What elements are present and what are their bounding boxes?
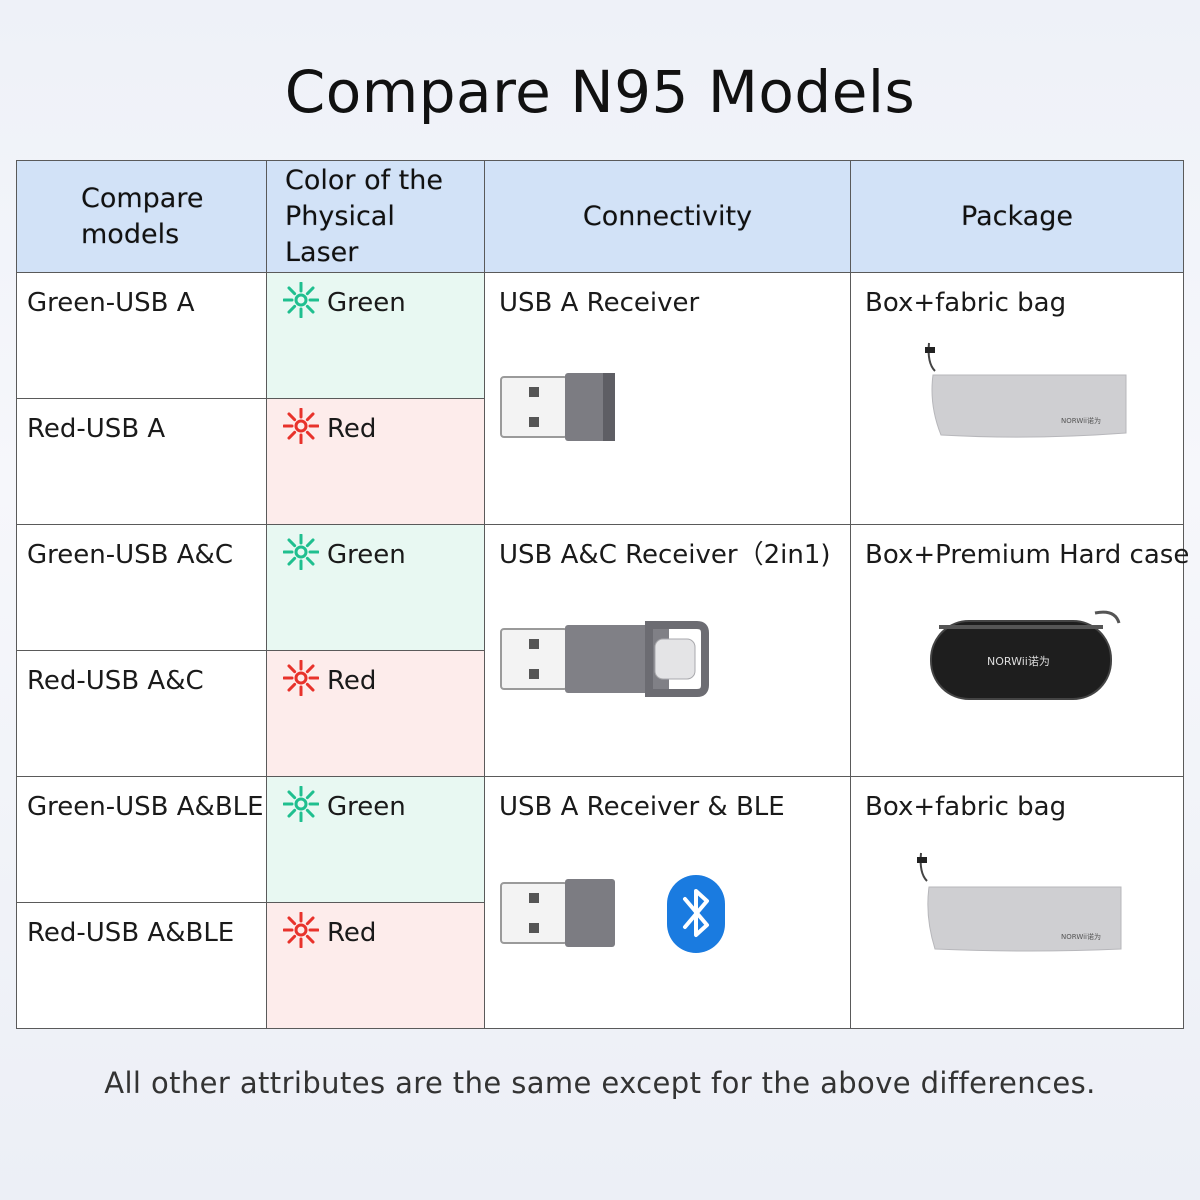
laser-cell: Red [266,650,485,777]
package-cell: Box+Premium Hard case NORWii诺为 [850,524,1189,777]
table-row: Red-USB A Red [16,398,1184,525]
laser-red-icon [282,407,320,451]
model-cell: Green-USB A [16,272,267,399]
laser-green-icon [282,785,320,829]
laser-red-icon [282,911,320,955]
laser-green-icon [282,281,320,325]
case-brand-label: NORWii诺为 [987,655,1050,668]
usb-a-receiver-icon [500,373,615,441]
connectivity-cell: USB A&C Receiver（2in1) [484,524,851,777]
laser-cell: Green [266,272,485,399]
laser-red-icon [282,659,320,703]
model-cell: Green-USB A&BLE [16,776,267,903]
laser-green-icon [282,533,320,577]
footnote: All other attributes are the same except… [104,1066,1096,1100]
hard-case-icon: NORWii诺为 [930,610,1121,700]
package-cell: Box+fabric bag NORWii诺为 [850,776,1184,1029]
bag-brand-label: NORWii诺为 [1061,932,1101,941]
laser-cell: Green [266,524,485,651]
comparison-table: Compare models Color of the Physical Las… [16,160,1189,1029]
usb-a-receiver-icon [500,879,615,947]
fabric-bag-icon: NORWii诺为 [925,342,1127,438]
model-cell: Red-USB A&C [16,650,267,777]
table-row: Red-USB A&BLE Red [16,902,1184,1029]
header-row: Compare models Color of the Physical Las… [16,160,1184,273]
model-cell: Green-USB A&C [16,524,267,651]
connectivity-cell: USB A Receiver [484,272,851,525]
laser-cell: Red [266,398,485,525]
model-cell: Red-USB A&BLE [16,902,267,1029]
table-row: Red-USB A&C Red [16,650,1184,777]
header-compare-models: Compare models [16,160,267,273]
page-title: Compare N95 Models [284,58,916,126]
connectivity-cell: USB A Receiver & BLE [484,776,851,1029]
package-cell: Box+fabric bag NORWii诺为 [850,272,1184,525]
fabric-bag-icon: NORWii诺为 [917,852,1122,952]
bag-brand-label: NORWii诺为 [1061,416,1101,425]
model-cell: Red-USB A [16,398,267,525]
usb-ac-receiver-icon [500,621,709,697]
laser-cell: Red [266,902,485,1029]
header-package: Package [850,160,1184,273]
header-connectivity: Connectivity [484,160,851,273]
table-row: Green-USB A Green USB A Receiver Box+fab… [16,272,1184,525]
table-row: Green-USB A&C Green USB A&C Receiver（2in… [16,524,1189,777]
bluetooth-icon [667,875,725,953]
table-row: Green-USB A&BLE Green USB A Receiver & B… [16,776,1184,1029]
laser-cell: Green [266,776,485,903]
header-laser-color: Color of the Physical Laser [266,160,485,273]
